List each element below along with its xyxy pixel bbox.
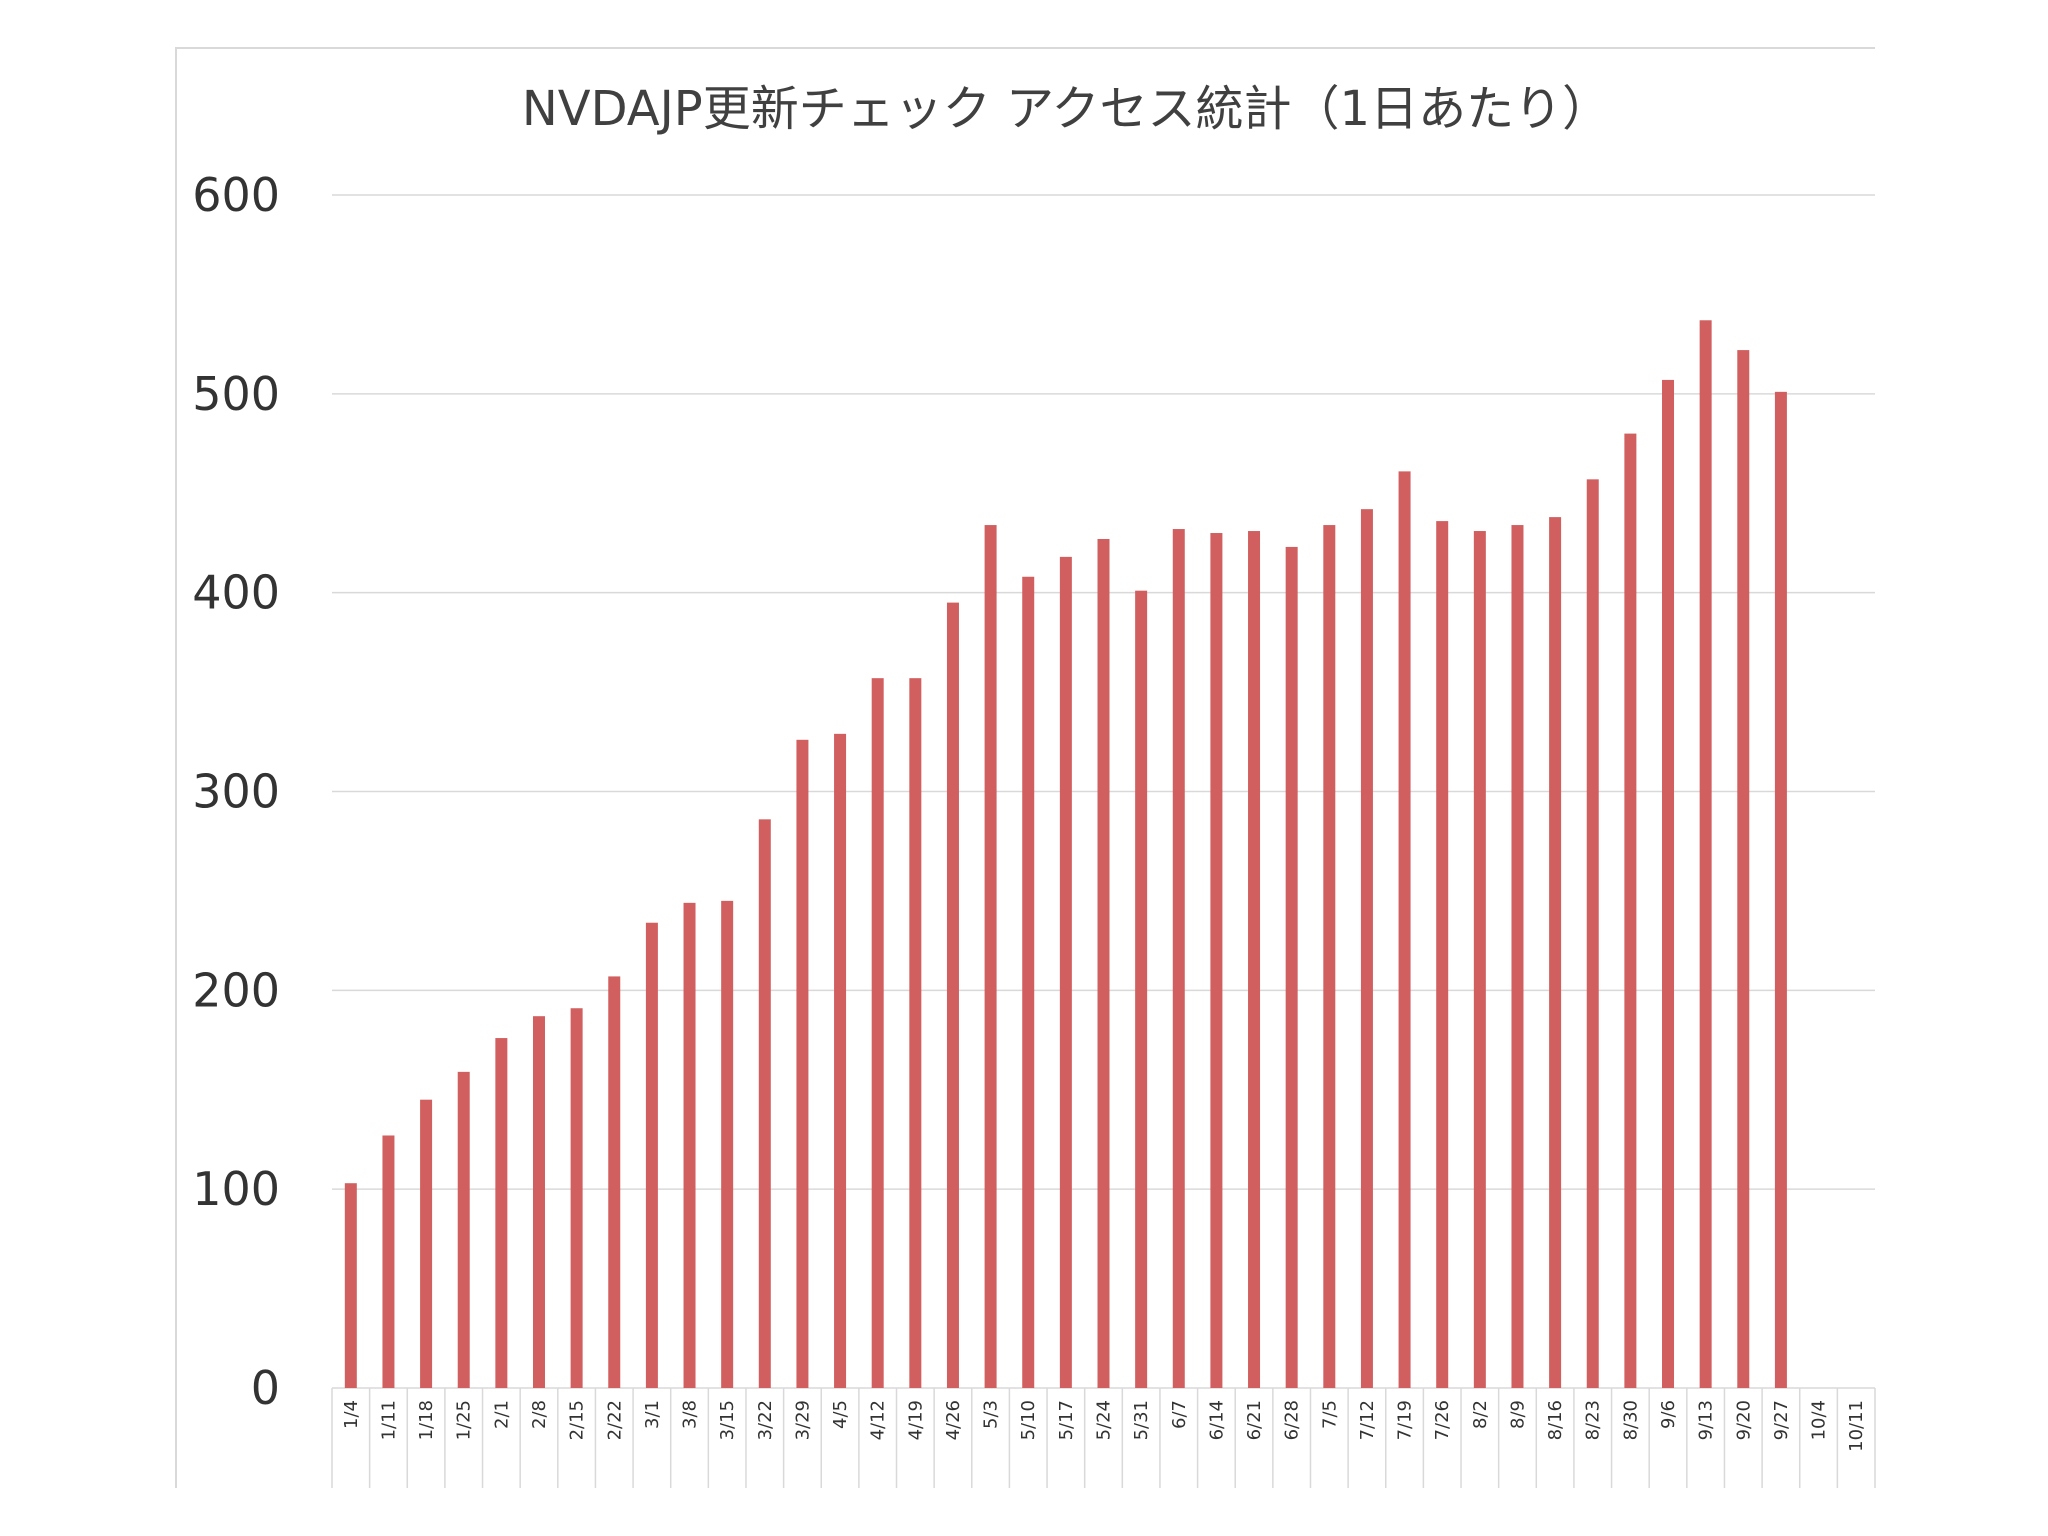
bar-9-20	[1737, 350, 1750, 1389]
bar-5-17	[1059, 556, 1072, 1388]
bar-series	[344, 320, 1787, 1389]
x-tick-label: 7/26	[1432, 1400, 1453, 1440]
bar-4-26	[946, 602, 959, 1388]
bar-5-3	[984, 525, 997, 1388]
y-tick-label: 500	[192, 367, 280, 421]
bar-6-14	[1210, 533, 1223, 1388]
chart-frame	[175, 47, 1875, 1488]
x-tick-label: 5/31	[1131, 1400, 1152, 1440]
bar-5-31	[1135, 590, 1148, 1388]
bar-9-13	[1699, 320, 1712, 1388]
x-tick-label: 5/3	[981, 1400, 1002, 1429]
x-tick-label: 5/17	[1056, 1400, 1077, 1440]
x-tick-label: 4/19	[905, 1400, 926, 1440]
bar-7-5	[1323, 525, 1336, 1388]
x-tick-label: 8/30	[1620, 1400, 1641, 1440]
bar-3-8	[683, 902, 696, 1388]
x-tick-label: 3/29	[792, 1400, 813, 1440]
bar-3-22	[758, 819, 771, 1388]
bar-8-30	[1624, 433, 1637, 1389]
x-tick-label: 6/28	[1282, 1400, 1303, 1440]
x-tick-label: 1/4	[341, 1400, 362, 1429]
bar-1-4	[344, 1183, 357, 1388]
bar-9-6	[1662, 379, 1675, 1388]
x-tick-label: 6/7	[1169, 1400, 1190, 1429]
bar-1-18	[420, 1099, 433, 1388]
bar-8-9	[1511, 525, 1524, 1388]
bar-4-5	[834, 733, 847, 1388]
bar-8-16	[1549, 517, 1562, 1388]
x-tick-label: 1/11	[378, 1400, 399, 1440]
x-tick-label: 3/15	[717, 1400, 738, 1440]
bar-7-12	[1360, 509, 1373, 1388]
bar-2-1	[495, 1038, 508, 1388]
x-tick-label: 6/14	[1206, 1400, 1227, 1440]
bar-5-10	[1022, 576, 1035, 1388]
x-tick-label: 5/24	[1094, 1400, 1115, 1440]
x-tick-label: 8/23	[1583, 1400, 1604, 1440]
x-tick-label: 10/11	[1846, 1400, 1867, 1452]
x-tick-label: 9/20	[1733, 1400, 1754, 1440]
x-tick-label: 8/16	[1545, 1400, 1566, 1440]
y-tick-label: 300	[192, 765, 280, 819]
x-tick-label: 9/13	[1696, 1400, 1717, 1440]
bar-7-19	[1398, 471, 1411, 1389]
bar-6-21	[1248, 531, 1261, 1388]
y-tick-label: 600	[192, 168, 280, 222]
x-tick-label: 2/1	[491, 1400, 512, 1429]
y-tick-label: 400	[192, 566, 280, 620]
bar-8-23	[1586, 479, 1599, 1388]
bar-5-24	[1097, 538, 1110, 1388]
x-tick-label: 3/22	[755, 1400, 776, 1440]
x-tick-label: 1/25	[454, 1400, 475, 1440]
bar-9-27	[1774, 391, 1787, 1389]
x-axis-labels: 1/4 1/11 1/18 1/25 2/1 2/8 2/15 2/22 3/1 3/8 3/15 3…	[341, 1400, 1867, 1452]
bar-2-8	[532, 1016, 545, 1388]
x-tick-label: 5/10	[1018, 1400, 1039, 1440]
bar-4-19	[909, 678, 922, 1388]
bar-7-26	[1436, 521, 1449, 1388]
x-tick-label: 9/27	[1771, 1400, 1792, 1440]
bar-4-12	[871, 678, 884, 1388]
x-tick-label: 2/15	[567, 1400, 588, 1440]
y-tick-label: 200	[192, 963, 280, 1017]
x-tick-label: 3/8	[680, 1400, 701, 1429]
x-tick-label: 9/6	[1658, 1400, 1679, 1429]
bar-2-22	[608, 976, 621, 1388]
y-tick-label: 100	[192, 1162, 280, 1216]
chart-title: NVDAJP更新チェック アクセス統計（1日あたり）	[522, 81, 1610, 137]
x-tick-label: 8/2	[1470, 1400, 1491, 1429]
bar-3-1	[645, 922, 658, 1388]
x-tick-label: 4/12	[868, 1400, 889, 1440]
bar-8-2	[1473, 531, 1486, 1388]
bar-3-29	[796, 739, 809, 1388]
bar-6-7	[1172, 529, 1185, 1388]
bar-1-25	[457, 1071, 470, 1388]
x-tick-label: 4/5	[830, 1400, 851, 1429]
bar-6-28	[1285, 546, 1298, 1388]
x-tick-label: 7/19	[1395, 1400, 1416, 1440]
x-tick-label: 10/4	[1809, 1400, 1830, 1440]
x-tick-label: 7/5	[1319, 1400, 1340, 1429]
x-tick-label: 8/9	[1507, 1400, 1528, 1429]
bar-3-15	[721, 900, 734, 1388]
x-tick-label: 7/12	[1357, 1400, 1378, 1440]
bar-2-15	[570, 1008, 583, 1388]
x-tick-label: 1/18	[416, 1400, 437, 1440]
x-tick-label: 6/21	[1244, 1400, 1265, 1440]
x-tick-label: 3/1	[642, 1400, 663, 1429]
y-axis-labels: 0 100 200 300 400 500 600	[192, 168, 280, 1415]
bar-1-11	[382, 1135, 395, 1388]
x-tick-label: 2/8	[529, 1400, 550, 1429]
x-tick-label: 4/26	[943, 1400, 964, 1440]
x-tick-label: 2/22	[604, 1400, 625, 1440]
y-tick-label: 0	[251, 1361, 280, 1415]
